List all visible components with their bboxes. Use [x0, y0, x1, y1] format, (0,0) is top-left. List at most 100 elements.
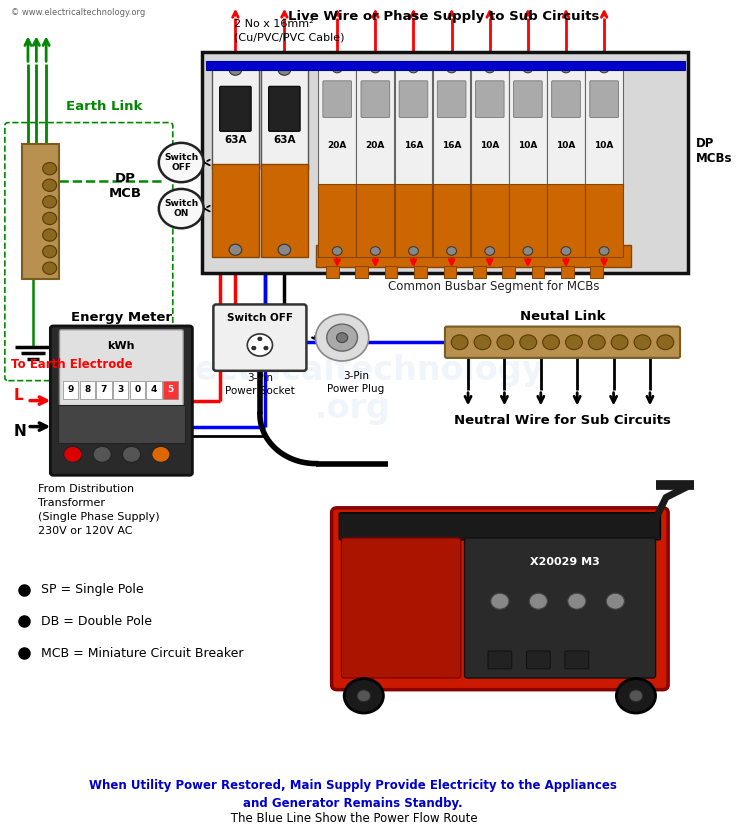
FancyBboxPatch shape: [561, 266, 573, 278]
Circle shape: [278, 245, 291, 256]
Circle shape: [523, 64, 533, 73]
Circle shape: [336, 332, 347, 342]
Text: 2 No x 16mm²
(Cu/PVC/PVC Cable): 2 No x 16mm² (Cu/PVC/PVC Cable): [233, 18, 344, 43]
Text: 16A: 16A: [404, 141, 423, 150]
FancyBboxPatch shape: [445, 326, 680, 358]
FancyBboxPatch shape: [261, 164, 308, 256]
FancyBboxPatch shape: [473, 266, 486, 278]
FancyBboxPatch shape: [433, 62, 470, 189]
FancyBboxPatch shape: [339, 513, 660, 539]
FancyBboxPatch shape: [361, 81, 389, 118]
Text: kWh: kWh: [107, 341, 135, 351]
Text: Live Wire or Phase Supply to Sub Circuits: Live Wire or Phase Supply to Sub Circuit…: [288, 10, 599, 23]
Circle shape: [542, 335, 559, 350]
Text: Neutal Link: Neutal Link: [520, 310, 605, 322]
Circle shape: [264, 347, 268, 350]
FancyBboxPatch shape: [318, 62, 356, 189]
FancyBboxPatch shape: [488, 651, 512, 669]
Circle shape: [599, 246, 609, 256]
Circle shape: [657, 335, 673, 350]
FancyBboxPatch shape: [58, 405, 185, 443]
Text: Neutral Wire for Sub Circuits: Neutral Wire for Sub Circuits: [454, 414, 671, 427]
FancyBboxPatch shape: [356, 184, 394, 256]
Text: 10A: 10A: [556, 141, 576, 150]
Circle shape: [159, 189, 204, 228]
FancyBboxPatch shape: [509, 184, 547, 256]
FancyBboxPatch shape: [585, 184, 623, 256]
Text: 63A: 63A: [224, 134, 247, 144]
FancyBboxPatch shape: [356, 62, 394, 189]
Text: 20A: 20A: [328, 141, 347, 150]
FancyBboxPatch shape: [269, 86, 300, 131]
Circle shape: [93, 447, 111, 463]
Circle shape: [629, 690, 643, 702]
FancyBboxPatch shape: [471, 184, 509, 256]
FancyBboxPatch shape: [355, 266, 368, 278]
Circle shape: [278, 64, 291, 75]
Circle shape: [252, 347, 256, 350]
Circle shape: [491, 593, 509, 610]
Text: 10A: 10A: [595, 141, 614, 150]
Text: 3: 3: [118, 386, 124, 394]
FancyBboxPatch shape: [565, 651, 589, 669]
Circle shape: [370, 64, 381, 73]
Circle shape: [316, 314, 369, 361]
Circle shape: [370, 246, 381, 256]
FancyBboxPatch shape: [503, 266, 515, 278]
Text: 5: 5: [168, 386, 174, 394]
Circle shape: [408, 246, 418, 256]
FancyBboxPatch shape: [60, 330, 183, 408]
FancyBboxPatch shape: [590, 266, 603, 278]
Circle shape: [357, 690, 371, 702]
FancyBboxPatch shape: [261, 62, 308, 170]
Circle shape: [561, 246, 571, 256]
FancyBboxPatch shape: [471, 62, 509, 189]
Text: X20029 M3: X20029 M3: [530, 557, 600, 567]
FancyBboxPatch shape: [96, 382, 112, 398]
FancyBboxPatch shape: [50, 326, 192, 475]
Circle shape: [43, 245, 57, 258]
Text: Common Busbar Segment for MCBs: Common Busbar Segment for MCBs: [388, 280, 600, 293]
FancyBboxPatch shape: [326, 266, 339, 278]
Circle shape: [451, 335, 468, 350]
Text: 8: 8: [84, 386, 91, 394]
Circle shape: [565, 335, 582, 350]
Circle shape: [561, 64, 571, 73]
Circle shape: [567, 593, 586, 610]
Text: DP
MCBs: DP MCBs: [696, 138, 732, 165]
Circle shape: [229, 64, 241, 75]
Text: Energy Meter: Energy Meter: [71, 311, 172, 324]
Text: 3-Pin
Power Socket: 3-Pin Power Socket: [225, 373, 295, 396]
FancyBboxPatch shape: [394, 62, 432, 189]
FancyBboxPatch shape: [433, 184, 470, 256]
Circle shape: [408, 64, 418, 73]
FancyBboxPatch shape: [547, 62, 585, 189]
FancyBboxPatch shape: [444, 266, 456, 278]
Text: Earth Link: Earth Link: [66, 100, 142, 114]
FancyBboxPatch shape: [212, 164, 259, 256]
FancyBboxPatch shape: [79, 382, 95, 398]
Circle shape: [43, 262, 57, 275]
Text: Switch
ON: Switch ON: [164, 199, 198, 218]
FancyBboxPatch shape: [63, 382, 78, 398]
FancyBboxPatch shape: [399, 81, 428, 118]
Circle shape: [497, 335, 514, 350]
FancyBboxPatch shape: [332, 508, 668, 690]
FancyBboxPatch shape: [590, 81, 618, 118]
Circle shape: [229, 245, 241, 256]
Circle shape: [523, 246, 533, 256]
Circle shape: [529, 593, 548, 610]
Text: Switch OFF: Switch OFF: [227, 313, 293, 323]
FancyBboxPatch shape: [531, 266, 545, 278]
FancyBboxPatch shape: [212, 62, 259, 170]
FancyBboxPatch shape: [552, 81, 581, 118]
FancyBboxPatch shape: [22, 144, 59, 279]
Text: DP
MCB: DP MCB: [109, 171, 142, 200]
FancyBboxPatch shape: [113, 382, 128, 398]
Text: To Earth Electrode: To Earth Electrode: [11, 358, 132, 372]
Circle shape: [159, 143, 204, 182]
Circle shape: [43, 180, 57, 191]
FancyBboxPatch shape: [394, 184, 432, 256]
Text: When Utility Power Restored, Main Supply Provide Electricity to the Appliances
a: When Utility Power Restored, Main Supply…: [88, 778, 617, 810]
Circle shape: [485, 64, 495, 73]
